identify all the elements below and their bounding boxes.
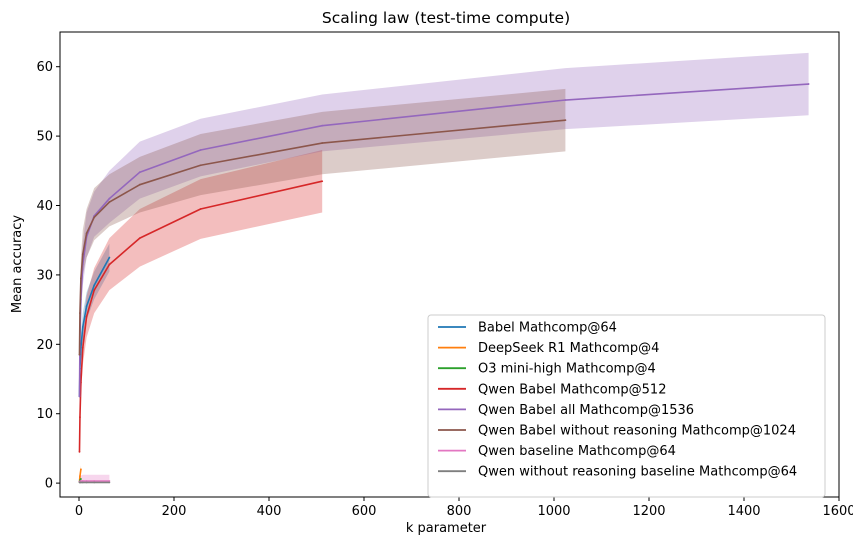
data-point bbox=[93, 481, 96, 484]
data-point bbox=[80, 480, 82, 482]
confidence-band bbox=[79, 149, 323, 459]
x-tick-label: 1400 bbox=[727, 504, 760, 519]
legend-label: O3 mini-high Mathcomp@4 bbox=[478, 362, 656, 377]
data-point bbox=[108, 263, 111, 266]
data-point bbox=[80, 381, 82, 384]
confidence-band bbox=[79, 52, 809, 411]
data-point bbox=[80, 478, 82, 480]
data-point bbox=[78, 450, 81, 453]
y-tick-label: 30 bbox=[36, 268, 53, 283]
data-point bbox=[80, 481, 82, 484]
confidence-band bbox=[79, 88, 566, 373]
legend-label: Qwen Babel Mathcomp@512 bbox=[478, 382, 666, 397]
data-point bbox=[108, 256, 111, 259]
legend-label: Qwen Babel without reasoning Mathcomp@10… bbox=[478, 424, 796, 439]
legend-items: Babel Mathcomp@64 DeepSeek R1 Mathcomp@4 O… bbox=[438, 321, 797, 480]
series-line bbox=[78, 180, 323, 452]
legend: Babel Mathcomp@64 DeepSeek R1 Mathcomp@4 O… bbox=[427, 314, 826, 498]
data-point bbox=[564, 99, 567, 101]
data-point bbox=[93, 284, 96, 287]
data-point bbox=[85, 480, 88, 482]
data-point bbox=[199, 164, 202, 167]
data-point bbox=[108, 197, 111, 200]
data-point bbox=[108, 481, 111, 484]
data-point bbox=[79, 475, 81, 478]
legend-frame bbox=[427, 314, 826, 498]
data-point bbox=[138, 237, 141, 240]
data-point bbox=[807, 83, 810, 85]
y-tick-label: 60 bbox=[36, 60, 53, 75]
data-point bbox=[80, 277, 82, 280]
y-axis-label: Mean accuracy bbox=[10, 215, 25, 314]
confidence-band bbox=[79, 243, 110, 407]
x-tick-label: 0 bbox=[75, 504, 83, 519]
data-point bbox=[321, 124, 324, 127]
data-point bbox=[78, 395, 81, 398]
data-point bbox=[93, 480, 96, 482]
data-point bbox=[93, 289, 96, 292]
data-point bbox=[81, 480, 84, 482]
x-tick-label: 1200 bbox=[632, 504, 665, 519]
data-point bbox=[199, 208, 202, 210]
x-tick-label: 1600 bbox=[822, 504, 853, 519]
data-point bbox=[93, 216, 96, 219]
data-point bbox=[79, 416, 81, 419]
data-point bbox=[81, 326, 84, 328]
x-tick-label: 600 bbox=[352, 504, 377, 519]
data-point bbox=[85, 481, 88, 484]
data-point bbox=[81, 253, 84, 255]
data-point bbox=[138, 171, 141, 174]
data-point bbox=[108, 201, 111, 203]
legend-label: Babel Mathcomp@64 bbox=[478, 321, 617, 336]
legend-label: Qwen Babel all Mathcomp@1536 bbox=[478, 403, 694, 418]
data-point bbox=[321, 142, 324, 144]
data-point bbox=[85, 305, 88, 308]
data-point bbox=[85, 315, 88, 318]
data-point bbox=[78, 353, 81, 356]
data-point bbox=[81, 481, 84, 484]
data-point bbox=[138, 183, 141, 186]
legend-label: Qwen without reasoning baseline Mathcomp… bbox=[478, 465, 797, 480]
plot-area bbox=[78, 52, 810, 484]
y-tick-label: 0 bbox=[45, 477, 53, 492]
legend-label: DeepSeek R1 Mathcomp@4 bbox=[478, 341, 659, 356]
x-tick-label: 200 bbox=[162, 504, 187, 519]
y-tick-label: 40 bbox=[36, 199, 53, 214]
series-lines bbox=[78, 83, 810, 484]
data-point bbox=[199, 149, 202, 151]
data-point bbox=[108, 480, 111, 482]
x-tick-label: 1000 bbox=[537, 504, 570, 519]
data-point bbox=[564, 119, 567, 122]
data-point bbox=[80, 468, 82, 471]
y-tick-label: 10 bbox=[36, 407, 53, 422]
y-axis-ticks: 0 10 20 30 40 50 60 bbox=[36, 60, 60, 492]
x-tick-label: 400 bbox=[257, 504, 282, 519]
x-axis-ticks: 0 200 400 600 800 1000 1200 1400 1600 bbox=[75, 497, 853, 519]
data-point bbox=[85, 232, 88, 235]
legend-label: Qwen baseline Mathcomp@64 bbox=[478, 444, 676, 459]
x-axis-label: k parameter bbox=[406, 521, 487, 536]
y-tick-label: 20 bbox=[36, 338, 53, 353]
chart-title: Scaling law (test-time compute) bbox=[322, 9, 570, 27]
data-point bbox=[81, 346, 84, 349]
x-tick-label: 800 bbox=[447, 504, 472, 519]
data-point bbox=[321, 180, 324, 183]
data-point bbox=[79, 312, 81, 314]
y-tick-label: 50 bbox=[36, 130, 53, 145]
